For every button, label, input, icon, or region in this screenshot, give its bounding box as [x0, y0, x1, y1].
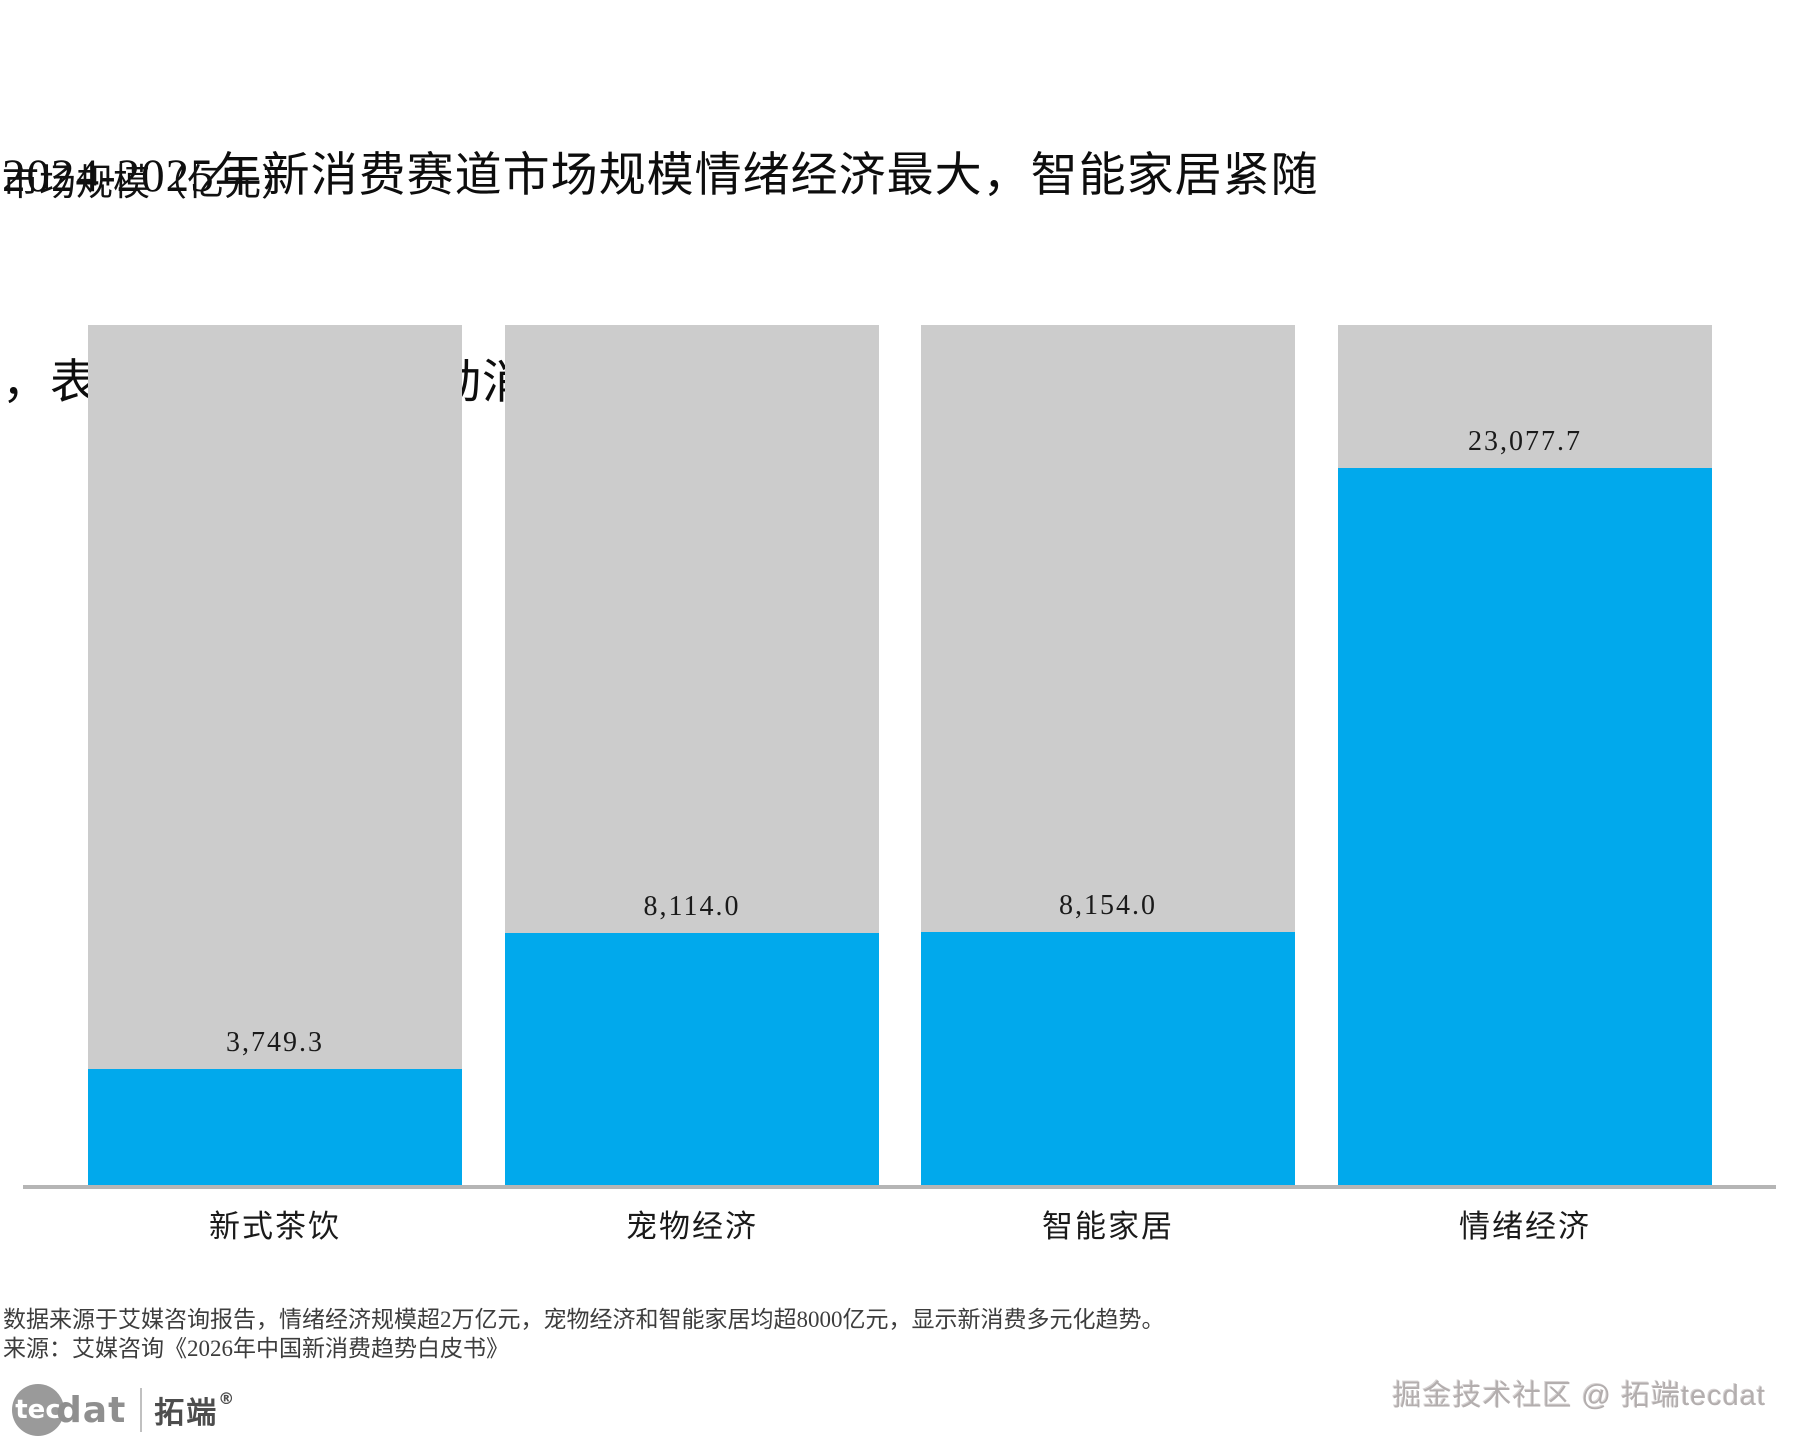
footnote: 数据来源于艾媒咨询报告，情绪经济规模超2万亿元，宠物经济和智能家居均超8000亿…: [3, 1305, 1165, 1363]
bar-group: 23,077.7 情绪经济: [1338, 325, 1712, 1244]
tecdat-logo: tec dat 拓端 ®: [12, 1383, 234, 1437]
community-watermark: 掘金技术社区 @ 拓端tecdat: [1392, 1380, 1766, 1412]
bar-category-label: 智能家居: [1042, 1209, 1174, 1244]
footnote-line2: 来源：艾媒咨询《2026年中国新消费趋势白皮书》: [3, 1336, 509, 1361]
tecdat-logo-chinese: 拓端: [154, 1396, 219, 1431]
footnote-line1: 数据来源于艾媒咨询报告，情绪经济规模超2万亿元，宠物经济和智能家居均超8000亿…: [3, 1307, 1165, 1332]
bar-category-label: 宠物经济: [626, 1209, 758, 1244]
bar-fill: [505, 933, 879, 1185]
tecdat-logo-circle: tec: [12, 1384, 64, 1436]
bar-category-label: 情绪经济: [1459, 1209, 1591, 1244]
x-axis-line: [23, 1185, 1776, 1189]
bar-category-label: 新式茶饮: [209, 1209, 341, 1244]
bar-group: 8,114.0 宠物经济: [505, 325, 879, 1244]
bar-value-label: 8,154.0: [1059, 889, 1157, 921]
chart-title-line1: 2024-2025年新消费赛道市场规模情绪经济最大，智能家居紧随: [2, 150, 1319, 202]
bar-value-label: 3,749.3: [226, 1026, 324, 1058]
bar-value-label: 8,114.0: [643, 891, 741, 922]
y-axis-label: 市场规模（亿元）: [2, 163, 298, 204]
bar-fill: [1338, 468, 1712, 1185]
bar-fill: [88, 1068, 462, 1185]
tecdat-logo-tec: tec: [15, 1395, 61, 1425]
registered-trademark-icon: ®: [218, 1389, 235, 1408]
logo-divider: [140, 1388, 143, 1432]
tecdat-logo-dat: dat: [56, 1389, 127, 1431]
bar-group: 8,154.0 智能家居: [921, 325, 1295, 1244]
bar-group: 3,749.3 新式茶饮: [88, 325, 462, 1244]
bar-background-track: [88, 325, 462, 1185]
bar-value-label: 23,077.7: [1468, 426, 1582, 458]
bar-fill: [921, 931, 1295, 1185]
